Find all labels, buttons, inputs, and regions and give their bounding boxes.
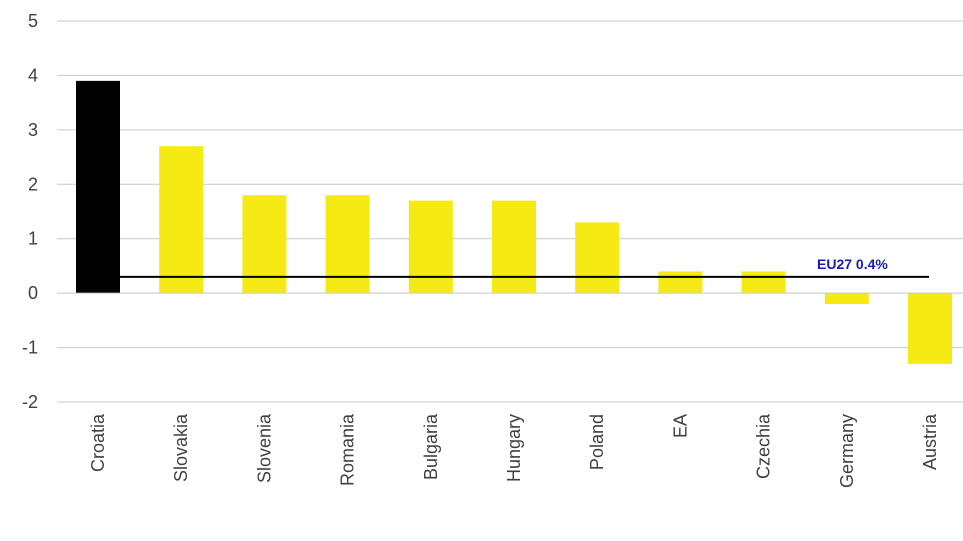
y-tick-label: 4 — [28, 65, 38, 85]
bar-slovakia — [159, 146, 204, 294]
x-tick-label: Romania — [338, 413, 358, 486]
x-tick-label: Croatia — [88, 413, 108, 472]
bar-poland — [575, 222, 620, 294]
x-tick-label: Hungary — [504, 414, 524, 482]
bar-croatia — [76, 80, 120, 294]
y-axis-ticks: 5 4 3 2 1 0 -1 -2 — [22, 11, 38, 412]
y-tick-label: -2 — [22, 392, 38, 412]
bar-czechia — [741, 271, 786, 294]
x-tick-label: Slovenia — [254, 413, 274, 483]
bars — [76, 80, 952, 364]
x-tick-label: EA — [670, 414, 690, 438]
bar-austria — [908, 293, 952, 364]
bar-romania — [325, 195, 370, 294]
x-tick-label: Austria — [920, 413, 940, 470]
y-tick-label: 1 — [28, 229, 38, 249]
reference-line-label: EU27 0.4% — [817, 256, 888, 272]
reference-line-group: EU27 0.4% — [76, 256, 929, 278]
y-tick-label: 3 — [28, 120, 38, 140]
x-tick-label: Slovakia — [171, 413, 191, 482]
y-tick-label: 5 — [28, 11, 38, 31]
x-tick-label: Germany — [837, 414, 857, 488]
x-tick-label: Czechia — [754, 413, 774, 479]
y-tick-label: -1 — [22, 338, 38, 358]
bar-germany — [824, 293, 869, 305]
bar-slovenia — [242, 195, 287, 294]
bar-ea — [658, 271, 703, 294]
bar-bulgaria — [408, 200, 453, 294]
bar-hungary — [492, 200, 536, 294]
x-tick-label: Bulgaria — [421, 413, 441, 480]
y-tick-label: 2 — [28, 174, 38, 194]
x-axis-labels: Croatia Slovakia Slovenia Romania Bulgaria Hu… — [88, 413, 940, 488]
x-tick-label: Poland — [587, 414, 607, 470]
y-tick-label: 0 — [28, 283, 38, 303]
